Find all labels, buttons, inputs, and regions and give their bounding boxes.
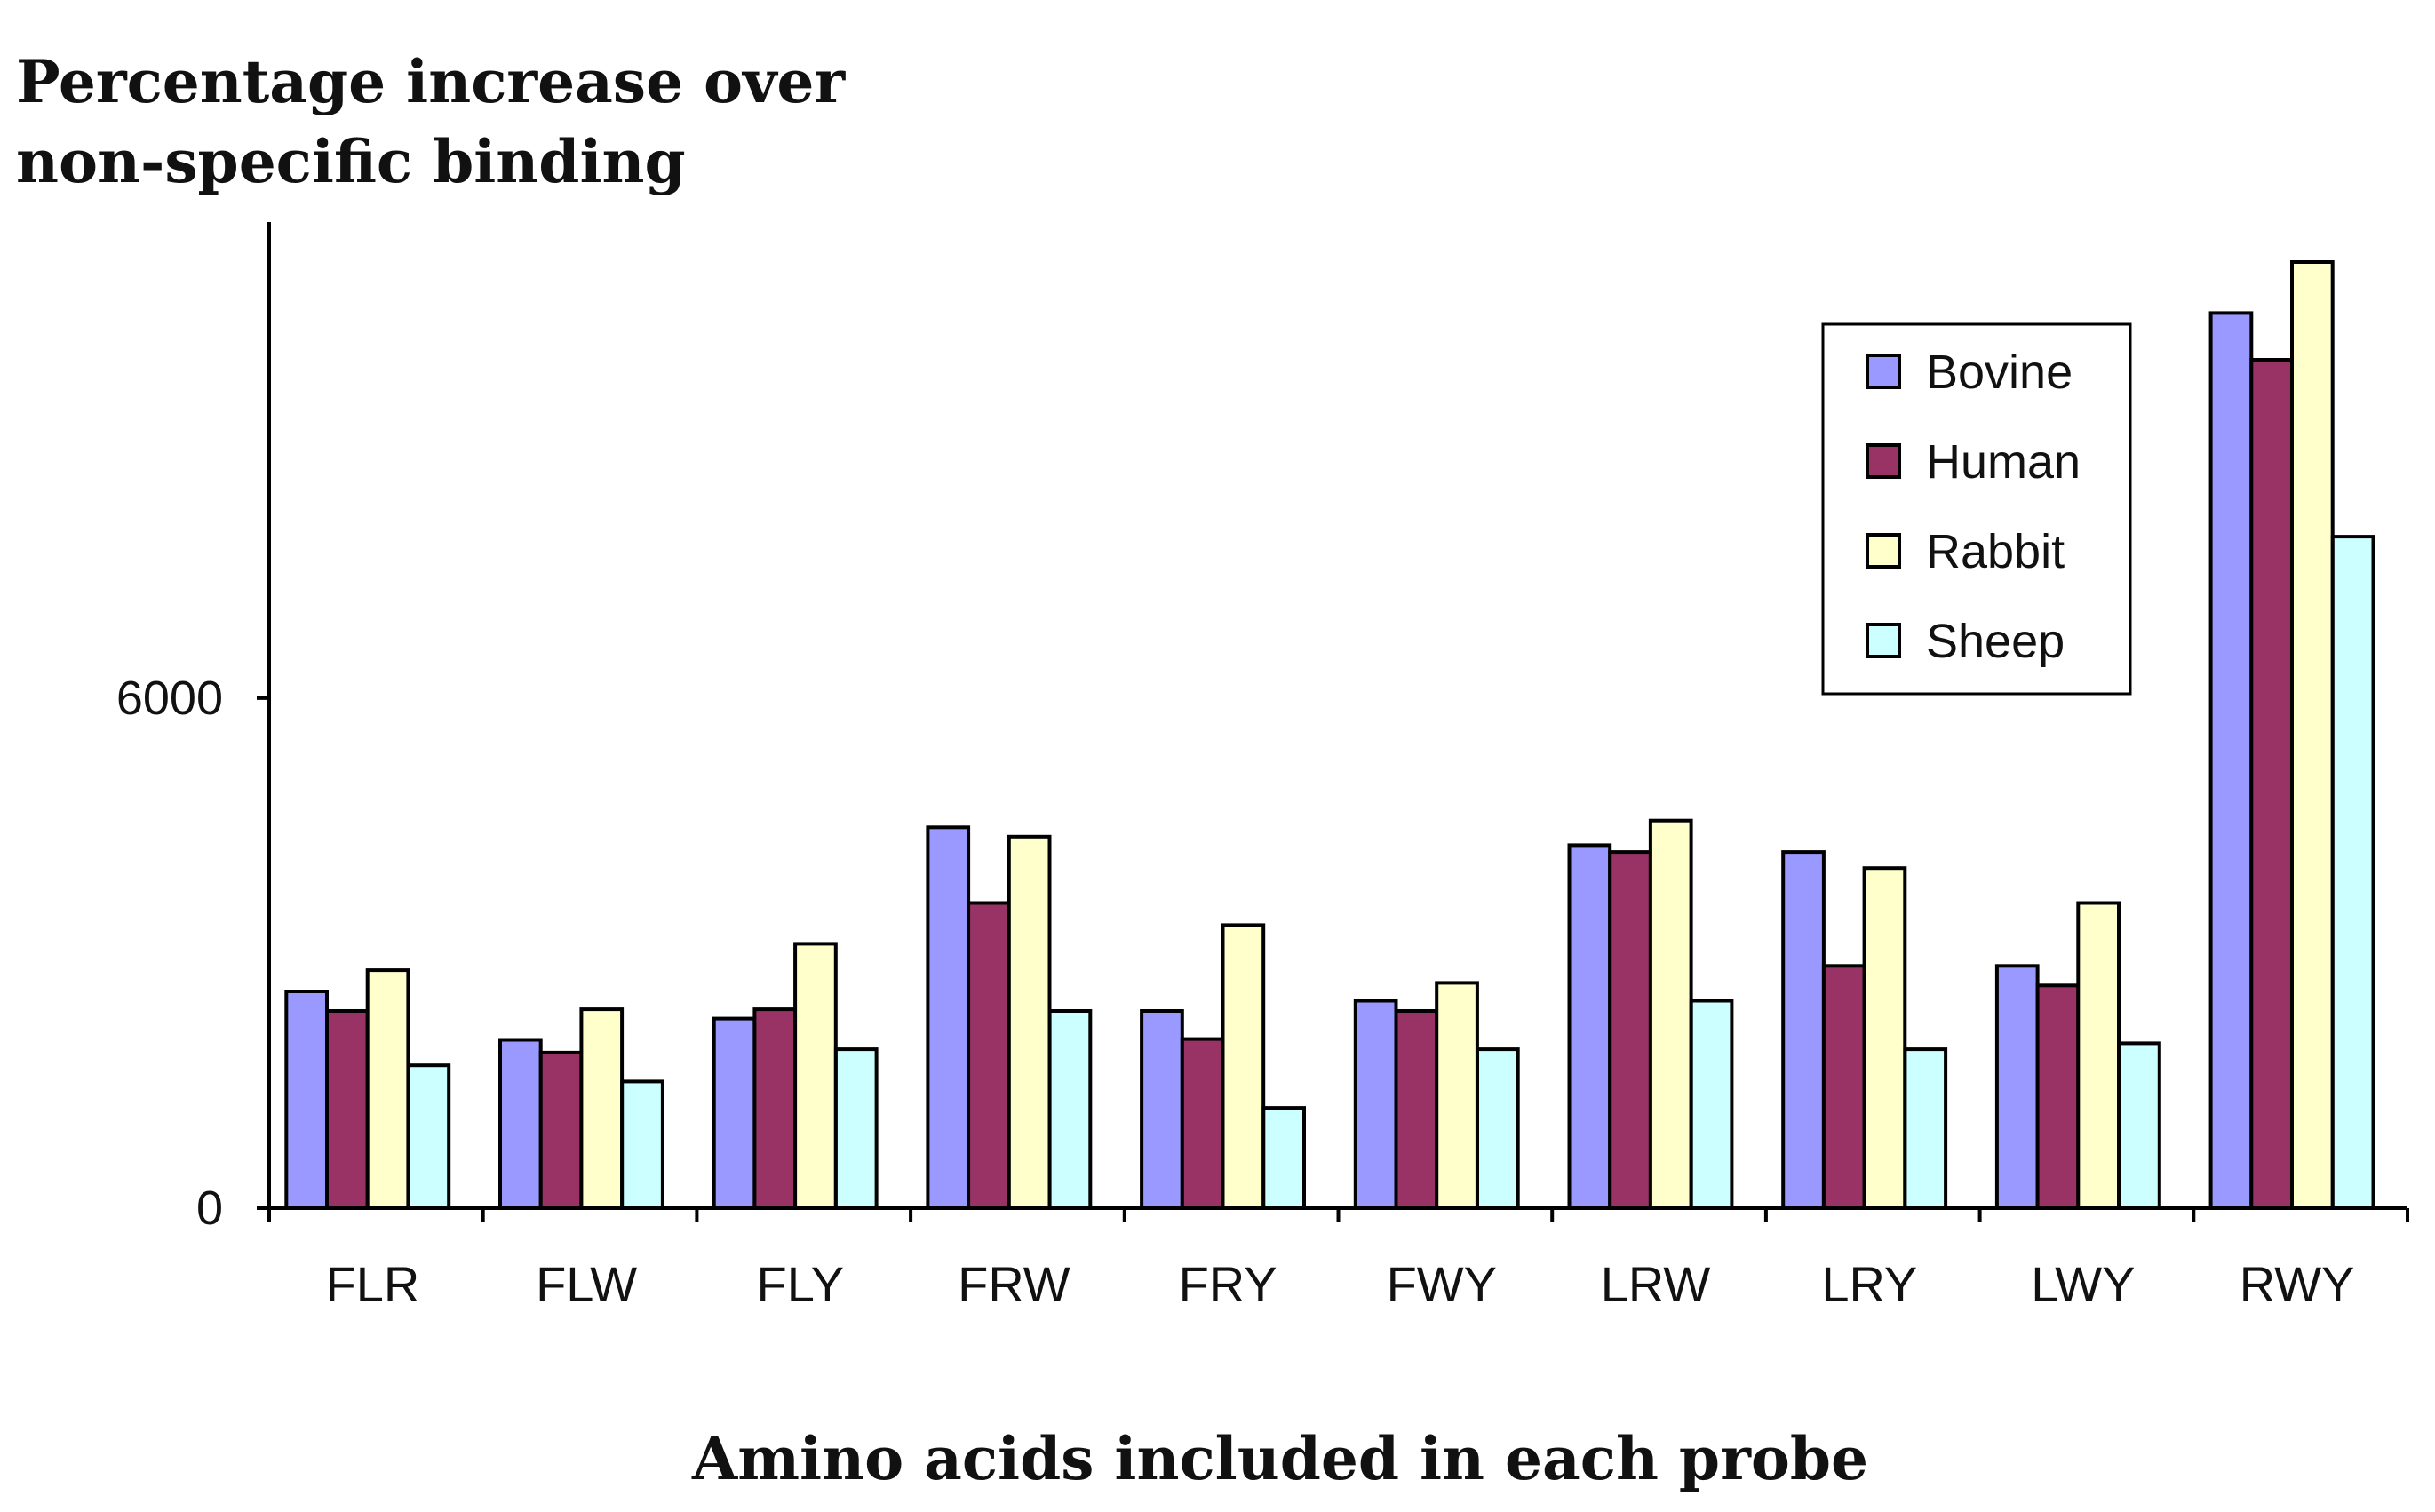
bar-fwy-sheep (1476, 1047, 1520, 1210)
legend-label-bovine: Bovine (1926, 346, 2073, 399)
category-label-frw: FRW (958, 1256, 1070, 1312)
bar-fly-rabbit (793, 942, 838, 1211)
bar-lry-rabbit (1862, 866, 1907, 1210)
bar-lwy-rabbit (2076, 901, 2121, 1210)
bar-frw-bovine (926, 825, 971, 1210)
y-axis-title-line-2: non-specific binding (16, 127, 686, 196)
bar-lry-sheep (1903, 1047, 1948, 1210)
bar-lrw-sheep (1689, 999, 1734, 1210)
bar-flw-rabbit (579, 1007, 625, 1210)
y-ticks: 0 6000 (116, 672, 269, 1235)
y-tick-label: 0 (196, 1182, 223, 1235)
bar-lrw-rabbit (1648, 818, 1693, 1210)
category-label-flw: FLW (536, 1256, 637, 1312)
bar-flw-human (538, 1050, 584, 1211)
bar-fly-human (752, 1007, 798, 1210)
bar-rwy-bovine (2208, 311, 2254, 1210)
bar-fwy-bovine (1353, 999, 1398, 1210)
bar-rwy-sheep (2330, 535, 2375, 1210)
bar-lry-human (1821, 964, 1866, 1211)
bar-fly-sheep (833, 1047, 879, 1210)
bar-flr-rabbit (365, 968, 410, 1210)
bar-flw-bovine (498, 1038, 543, 1210)
x-ticks (267, 1208, 2409, 1222)
bar-rwy-rabbit (2290, 260, 2335, 1210)
legend-swatch-human (1866, 443, 1901, 479)
bar-flr-human (325, 1009, 370, 1210)
bar-fry-rabbit (1221, 923, 1266, 1211)
legend-swatch-sheep (1866, 623, 1901, 658)
y-tick-label: 6000 (116, 672, 223, 725)
bar-flr-bovine (284, 990, 329, 1210)
y-axis-title: Percentage increase over non-specific bi… (16, 47, 846, 196)
category-label-fly: FLY (757, 1256, 845, 1312)
bar-frw-human (967, 901, 1011, 1210)
bar-flw-sheep (620, 1079, 664, 1211)
bar-lwy-human (2035, 983, 2081, 1211)
legend-label-rabbit: Rabbit (1926, 525, 2065, 578)
category-label-fwy: FWY (1387, 1256, 1497, 1312)
bar-lwy-sheep (2117, 1041, 2161, 1211)
bar-fry-bovine (1140, 1009, 1184, 1210)
category-label-lwy: LWY (2031, 1256, 2135, 1312)
bar-fry-sheep (1261, 1106, 1307, 1210)
legend: Bovine Human Rabbit Sheep (1821, 322, 2132, 696)
bar-lry-bovine (1781, 850, 1826, 1210)
category-label-lrw: LRW (1601, 1256, 1711, 1312)
category-label-lry: LRY (1821, 1256, 1917, 1312)
bar-fly-bovine (712, 1016, 757, 1210)
category-label-rwy: RWY (2240, 1256, 2355, 1312)
legend-label-human: Human (1926, 435, 2081, 489)
legend-swatch-rabbit (1866, 533, 1901, 569)
bars (284, 260, 2375, 1211)
y-axis-title-line-1: Percentage increase over (16, 47, 846, 116)
bar-fwy-rabbit (1435, 981, 1479, 1211)
bar-fry-human (1180, 1037, 1225, 1210)
legend-swatch-bovine (1866, 354, 1901, 389)
bar-lrw-bovine (1567, 843, 1612, 1211)
category-label-fry: FRY (1179, 1256, 1277, 1312)
legend-items: Bovine Human Rabbit Sheep (1866, 346, 2081, 668)
x-axis-title: Amino acids included in each probe (691, 1424, 1868, 1493)
legend-label-sheep: Sheep (1926, 615, 2065, 668)
bar-lwy-bovine (1994, 964, 2040, 1211)
category-labels: FLR FLW FLY FRW FRY FWY LRW LRY LWY RWY (326, 1256, 2355, 1312)
bar-lrw-human (1608, 850, 1652, 1210)
bar-frw-sheep (1047, 1009, 1093, 1210)
category-label-flr: FLR (326, 1256, 420, 1312)
bar-flr-sheep (406, 1063, 451, 1210)
bar-frw-rabbit (1007, 834, 1052, 1210)
bar-fwy-human (1394, 1009, 1439, 1210)
bar-rwy-human (2249, 358, 2295, 1210)
